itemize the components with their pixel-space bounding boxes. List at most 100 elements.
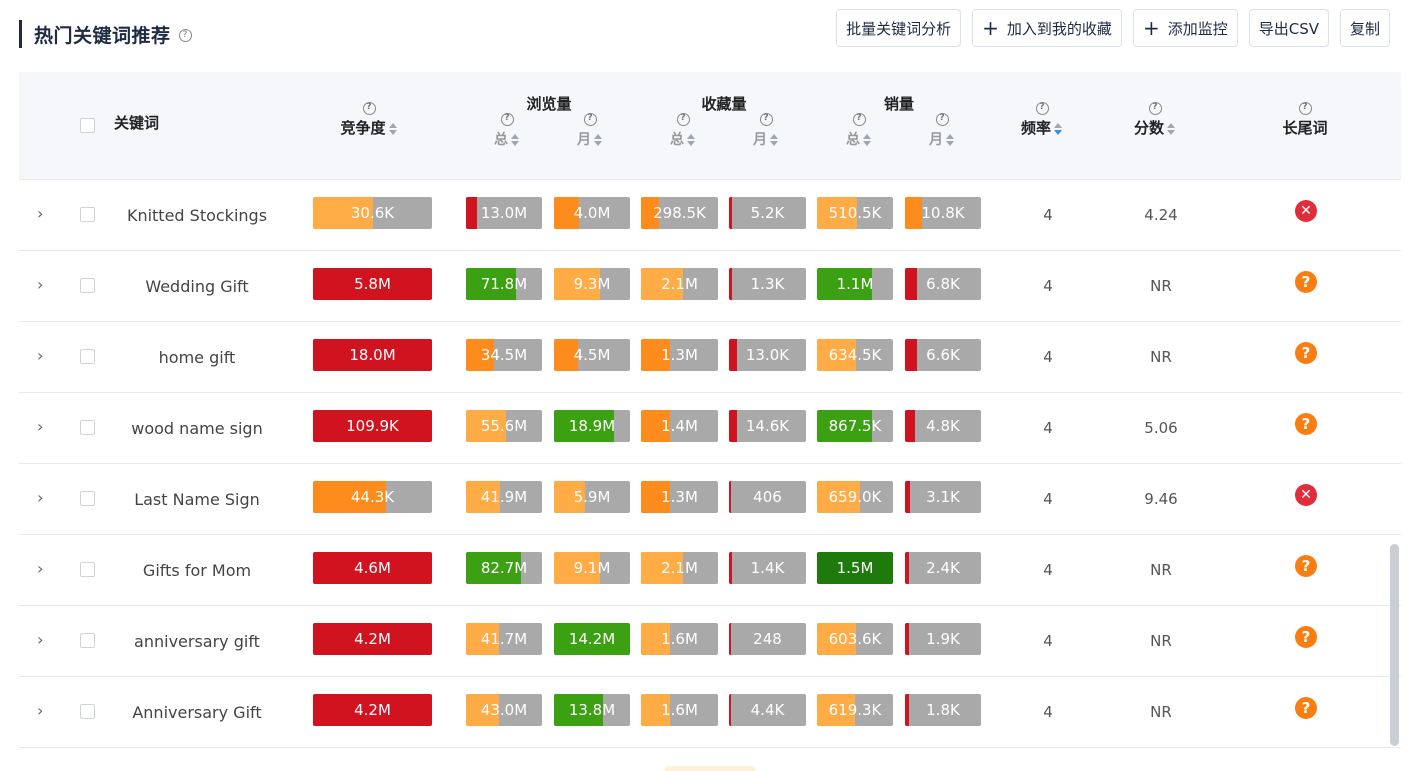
bar-fill [817,339,856,371]
row-checkbox[interactable] [80,704,95,719]
add-monitor-button[interactable]: + 添加监控 [1132,9,1238,47]
bar-fill [466,481,501,513]
bar-value: 44.3K [350,488,395,506]
row-checkbox[interactable] [80,633,95,648]
competition-bar: 44.3K [313,481,432,513]
sort-icon[interactable] [594,134,603,146]
views-total-bar: 43.0M [466,694,542,726]
views-total-bar: 41.9M [466,481,542,513]
help-icon[interactable]: ? [759,113,773,126]
bar-fill [817,694,855,726]
help-icon[interactable]: ? [362,102,376,115]
bar-value: 4.4K [750,701,785,719]
row-checkbox[interactable] [80,562,95,577]
bar-value: 18.9M [568,417,616,435]
row-checkbox[interactable] [80,349,95,364]
sort-icon[interactable] [1167,122,1176,135]
expand-chevron-icon[interactable]: › [37,701,44,720]
help-icon[interactable]: ? [852,113,866,126]
table-row[interactable]: › anniversary gift 4.2M 41.7M 14.2M 1.6M 248 60… [19,606,1401,677]
sort-desc-icon[interactable] [1054,122,1063,135]
help-icon[interactable]: ? [178,29,192,42]
batch-analyze-button[interactable]: 批量关键词分析 [836,9,962,47]
frequency-value: 4 [1043,419,1053,437]
header-competition[interactable]: ? 竞争度 [329,102,409,138]
header-longtail: ? 长尾词 [1270,102,1340,138]
select-all-checkbox[interactable] [80,118,95,133]
keyword-text[interactable]: Anniversary Gift [132,703,262,722]
row-checkbox[interactable] [80,491,95,506]
bar-fill [466,268,517,300]
subheader-views-month[interactable]: ? 月 [565,113,615,149]
copy-button[interactable]: 复制 [1339,9,1390,47]
table-row[interactable]: › wood name sign 109.9K 55.6M 18.9M 1.4M 14.6K… [19,393,1401,464]
sort-icon[interactable] [511,134,520,146]
expand-chevron-icon[interactable]: › [37,346,44,365]
bar-fill [817,481,861,513]
help-icon[interactable]: ? [1298,102,1312,115]
help-icon[interactable]: ? [583,113,597,126]
table-row[interactable]: › Anniversary Gift 4.2M 43.0M 13.8M 1.6M 4.4K 6… [19,677,1401,748]
help-icon[interactable]: ? [676,113,690,126]
bar-value: 2.4K [926,559,960,577]
row-checkbox[interactable] [80,420,95,435]
bar-value: 4.0M [573,204,611,222]
subheader-total-label: 总 [670,132,684,148]
vertical-scrollbar[interactable] [1390,544,1399,746]
table-row[interactable]: › Wedding Gift 5.8M 71.8M 9.3M 2.1M 1.3K 1.1M 6.… [19,251,1401,322]
keyword-text[interactable]: Wedding Gift [145,277,249,296]
views-month-bar: 18.9M [554,410,630,442]
expand-chevron-icon[interactable]: › [37,275,44,294]
sort-icon[interactable] [388,122,398,135]
expand-chevron-icon[interactable]: › [37,559,44,578]
keyword-text[interactable]: Last Name Sign [134,490,260,509]
copy-label: 复制 [1349,19,1380,38]
expand-chevron-icon[interactable]: › [37,630,44,649]
expand-chevron-icon[interactable]: › [37,417,44,436]
help-icon[interactable]: ? [935,113,949,126]
bar-fill [641,623,671,655]
fav-total-bar: 1.3M [641,481,718,513]
sort-icon[interactable] [946,134,955,146]
sort-icon[interactable] [863,134,872,146]
keyword-text[interactable]: anniversary gift [134,632,260,651]
expand-chevron-icon[interactable]: › [37,204,44,223]
subheader-favorites-total[interactable]: ? 总 [658,113,708,149]
export-csv-button[interactable]: 导出CSV [1248,9,1329,47]
row-checkbox[interactable] [80,207,95,222]
views-month-bar: 14.2M [554,623,630,655]
table-row[interactable]: › Knitted Stockings 30.6K 13.0M 4.0M 298.5K 5.… [19,180,1401,251]
views-month-bar: 9.1M [554,552,630,584]
subheader-views-total[interactable]: ? 总 [482,113,532,149]
sales-month-bar: 3.1K [905,481,981,513]
frequency-value: 4 [1043,632,1053,650]
table-row[interactable]: › home gift 18.0M 34.5M 4.5M 1.3M 13.0K 634.5K 6… [19,322,1401,393]
bar-fill [905,552,909,584]
subheader-sales-total[interactable]: ? 总 [834,113,884,149]
table-row[interactable]: › Gifts for Mom 4.6M 82.7M 9.1M 2.1M 1.4K 1.5M 2… [19,535,1401,606]
bar-value: 603.6K [828,630,882,648]
help-icon[interactable]: ? [1035,102,1049,115]
header-frequency-label: 频率 [1020,119,1051,137]
sort-icon[interactable] [687,134,696,146]
keyword-text[interactable]: Knitted Stockings [126,206,268,225]
table-row[interactable]: › Last Name Sign 44.3K 41.9M 5.9M 1.3M 406 659.… [19,464,1401,535]
header-score[interactable]: ? 分数 [1125,102,1185,138]
help-icon[interactable]: ? [1148,102,1162,115]
row-checkbox[interactable] [80,278,95,293]
subheader-favorites-month[interactable]: ? 月 [741,113,791,149]
sort-icon[interactable] [770,134,779,146]
bar-value: 1.4K [750,559,785,577]
bar-value: 867.5K [828,417,882,435]
bar-value: 5.9M [573,488,611,506]
keyword-text[interactable]: Gifts for Mom [142,561,252,580]
header-frequency[interactable]: ? 频率 [1012,102,1072,138]
expand-chevron-icon[interactable]: › [37,488,44,507]
subheader-sales-month[interactable]: ? 月 [917,113,967,149]
bar-fill [641,339,671,371]
keyword-text[interactable]: wood name sign [131,419,263,438]
add-favorite-button[interactable]: + 加入到我的收藏 [972,9,1122,47]
footer-tab[interactable] [664,766,756,771]
help-icon[interactable]: ? [500,113,514,126]
keyword-text[interactable]: home gift [158,348,236,367]
